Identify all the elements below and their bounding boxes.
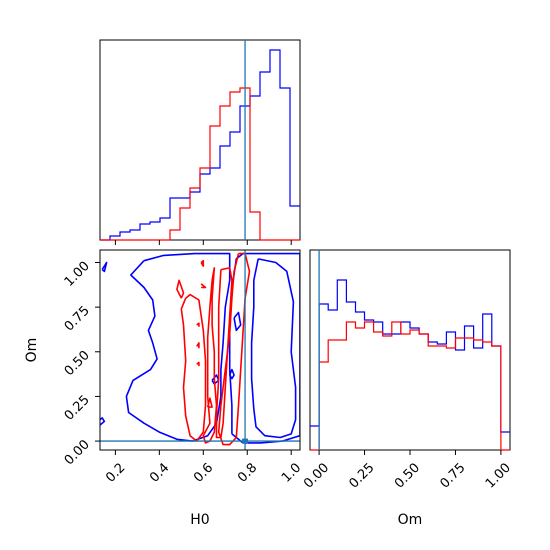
contour-line-12 [217,252,251,446]
contour-line-11 [215,267,233,439]
contour-line-19 [196,342,200,349]
h0-axis-label: H0 [190,512,209,528]
contour-line-5 [101,261,108,273]
om-hist-xtick-label-3: 0.75 [437,460,468,491]
contour-ytick-label-2: 0.50 [62,348,93,379]
om-hist-series-2-steps [310,321,510,451]
h0-om-contour-panel: 0.2 0.4 0.6 0.8 1.0 0.00 0.25 0.50 0.75 1.00 H0 Om [24,249,304,528]
contour-xtick-label-3: 0.8 [235,460,260,485]
contour-ytick-label-1: 0.25 [62,393,93,424]
om-axis-label-vertical: Om [24,338,40,363]
contour-line-1 [125,252,231,442]
contour-xtick-label-4: 1.0 [279,460,304,485]
om-hist-xtick-label-2: 0.50 [392,460,423,491]
h0-hist-series-1-steps [100,49,300,241]
contour-ytick-label-3: 0.75 [62,303,93,334]
om-hist-xtick-label-4: 1.00 [483,460,514,491]
contour-line-15 [200,283,207,289]
om-hist-xtick-label-1: 0.25 [347,460,378,491]
contour-xtick-label-2: 0.6 [191,460,216,485]
contour-line-17 [196,361,200,367]
om-hist-series-1-steps [310,279,510,433]
contour-ytick-label-0: 0.00 [62,437,93,468]
h0-histogram-panel [99,39,301,245]
contour-line-14 [206,397,213,408]
contour-line-7 [228,368,235,380]
h0-histogram-frame [99,39,301,241]
contour-line-13 [176,279,185,299]
contour-line-9 [180,293,207,442]
om-hist-xtick-label-0: 0.00 [301,460,332,491]
contour-line-16 [200,259,205,267]
contour-line-6 [233,311,242,332]
contour-ytick-label-4: 1.00 [62,259,93,290]
contour-lines-group [100,252,300,446]
contour-truth-marker [242,438,249,444]
contour-frame [99,249,301,451]
contour-xtick-label-0: 0.2 [103,460,128,485]
contour-line-2 [250,258,297,439]
h0-hist-series-2-steps [100,87,300,241]
om-histogram-panel: 0.00 0.25 0.50 0.75 1.00 Om [301,249,514,528]
om-axis-label: Om [398,512,423,528]
contour-line-4 [100,417,106,426]
contour-xtick-label-1: 0.4 [147,460,172,485]
contour-line-3 [228,252,300,444]
contour-line-18 [196,322,200,327]
